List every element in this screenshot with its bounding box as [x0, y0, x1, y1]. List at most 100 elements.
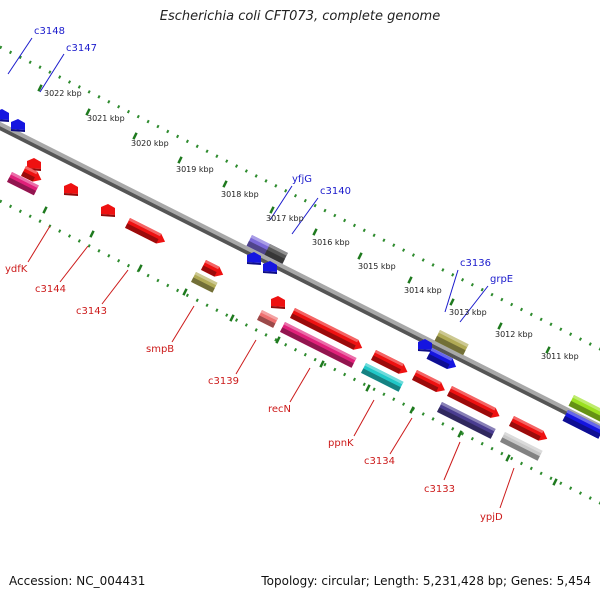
reverse-gene-label: c3143 [76, 306, 107, 317]
gene-arrow-shade [271, 306, 285, 309]
gene-arrow-shade [418, 349, 432, 352]
forward-gene-label: c3148 [34, 26, 65, 37]
reverse-gene-label: c3139 [208, 376, 239, 387]
gene-feature-face [290, 308, 363, 350]
gene-feature [562, 410, 600, 439]
kbp-label: 3022 kbp [44, 89, 82, 98]
gene-feature-shade [21, 171, 35, 182]
major-tick [552, 478, 558, 486]
kbp-label: 3011 kbp [541, 352, 579, 361]
gene-arrow-shade [101, 214, 115, 217]
lower-tick-track [0, 199, 600, 505]
reverse-gene-label: ypjD [480, 512, 503, 523]
gene-feature-shade [361, 368, 401, 392]
label-leaders [7, 37, 515, 509]
gene-feature-highlight [204, 260, 220, 270]
major-tick [319, 360, 325, 368]
topology-summary: Topology: circular; Length: 5,231,428 bp… [261, 574, 591, 588]
gene-feature [201, 260, 224, 277]
gene-feature-shade [426, 353, 450, 370]
gene-arrow [263, 261, 277, 272]
gene-feature-shade [434, 335, 466, 356]
reverse-gene-label: ydfK [5, 264, 28, 275]
major-tick [42, 206, 48, 214]
kbp-label: 3012 kbp [495, 330, 533, 339]
kbp-label: 3021 kbp [87, 114, 125, 123]
reverse-leader [27, 225, 51, 263]
gene-feature [426, 348, 457, 370]
gene-arrow [11, 119, 25, 130]
gene-arrow [64, 183, 78, 194]
forward-gene-label: yfjG [292, 174, 312, 185]
gene-feature [447, 386, 500, 418]
reverse-leader [499, 467, 515, 509]
gene-feature-shade [568, 400, 600, 422]
major-tick [457, 430, 463, 438]
gene-feature [437, 402, 496, 439]
gene-feature [21, 166, 42, 182]
major-tick [275, 336, 281, 344]
gene-arrow [247, 252, 261, 263]
gene-feature-highlight [566, 410, 600, 430]
major-tick [177, 156, 183, 164]
gene-feature-shade [280, 327, 354, 368]
gene-feature-shade [264, 249, 285, 264]
major-tick [182, 288, 188, 296]
reverse-leader [289, 367, 311, 403]
gene-feature [280, 322, 357, 368]
gene-feature-highlight [260, 310, 279, 321]
gene-feature-highlight [128, 218, 162, 237]
major-tick [85, 108, 91, 116]
gene-feature-highlight [24, 166, 38, 175]
gene-feature [257, 310, 279, 328]
reverse-gene-label: c3134 [364, 456, 395, 467]
major-tick [545, 346, 551, 354]
major-tick [222, 180, 228, 188]
gene-feature-highlight [512, 416, 544, 434]
major-tick [409, 406, 415, 414]
gene-feature-highlight [438, 330, 469, 348]
kbp-label: 3019 kbp [176, 165, 214, 174]
gene-feature-shade [447, 391, 494, 418]
gene-feature [500, 432, 543, 461]
gene-features [0, 109, 600, 461]
kbp-label: 3013 kbp [449, 308, 487, 317]
backbone-shadow [0, 123, 600, 433]
gene-feature-highlight [283, 322, 357, 361]
gene-feature-shade [7, 177, 37, 196]
reverse-leader [443, 441, 461, 481]
gene-arrow-shade [263, 271, 277, 274]
forward-gene-label: grpE [490, 274, 513, 285]
gene-feature [290, 308, 363, 350]
backbone-line [0, 121, 600, 429]
gene-feature-highlight [450, 386, 496, 411]
gene-feature-shade [500, 437, 540, 461]
gene-feature [125, 218, 166, 244]
gene-feature-face [371, 350, 408, 374]
gene-feature-shade [412, 375, 439, 392]
major-tick [497, 322, 503, 330]
accession-text: Accession: NC_004431 [9, 574, 146, 588]
gene-feature-shade [437, 407, 493, 439]
major-tick [449, 298, 455, 306]
major-tick [407, 276, 413, 284]
forward-gene-label: c3147 [66, 43, 97, 54]
gene-arrow-shade [11, 129, 25, 132]
forward-leader [444, 269, 459, 313]
gene-feature-shade [125, 223, 159, 244]
major-tick [269, 206, 275, 214]
gene-feature-shade [562, 415, 600, 439]
gene-feature-highlight [440, 402, 496, 432]
gene-feature [509, 416, 548, 441]
gene-feature-face [412, 370, 445, 392]
reverse-gene-label: c3144 [35, 284, 66, 295]
gene-feature-highlight [364, 363, 404, 385]
kbp-label: 3014 kbp [404, 286, 442, 295]
major-tick [312, 228, 318, 236]
reverse-gene-label: c3133 [424, 484, 455, 495]
gene-feature-face [125, 218, 166, 244]
forward-gene-label: c3140 [320, 186, 351, 197]
map-title: Escherichia coli CFT073, complete genome [159, 9, 441, 24]
reverse-leader [353, 399, 375, 437]
